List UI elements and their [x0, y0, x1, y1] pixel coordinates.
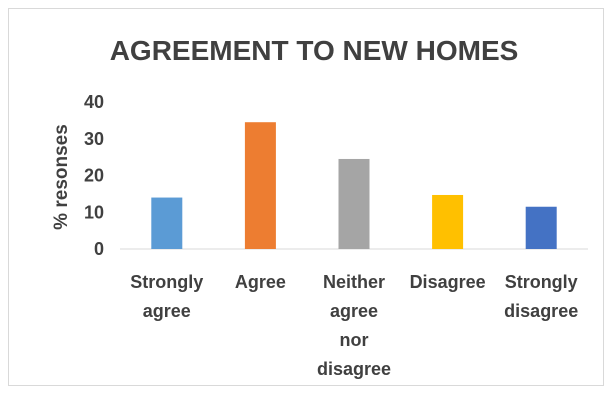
y-axis-label: % resonses: [51, 124, 72, 230]
bar: [151, 197, 183, 249]
y-tick-label: 30: [84, 129, 104, 149]
x-tick-label: Disagree: [410, 272, 486, 292]
x-tick-label: agree: [330, 301, 378, 321]
x-tick-label: disagree: [317, 359, 391, 379]
x-tick-label: nor: [340, 330, 369, 350]
x-tick-label: Strongly: [130, 272, 203, 292]
x-tick-label: agree: [143, 301, 191, 321]
bar: [432, 194, 464, 249]
y-tick-label: 40: [84, 92, 104, 112]
bars: [151, 122, 557, 249]
x-tick-label: Strongly: [505, 272, 578, 292]
y-tick-label: 10: [84, 202, 104, 222]
x-tick-label: Agree: [235, 272, 286, 292]
category-labels: Strongly agree Agree Neither agree nor disagre…: [130, 272, 578, 379]
bar: [244, 122, 276, 249]
y-axis-ticks: 0 10 20 30 40: [84, 92, 104, 259]
y-tick-label: 0: [94, 239, 104, 259]
bar: [338, 158, 370, 249]
chart-title: AGREEMENT TO NEW HOMES: [110, 35, 519, 66]
bar: [525, 206, 557, 249]
x-tick-label: Neither: [323, 272, 385, 292]
x-tick-label: disagree: [504, 301, 578, 321]
chart-frame: [8, 8, 604, 386]
y-tick-label: 20: [84, 166, 104, 186]
